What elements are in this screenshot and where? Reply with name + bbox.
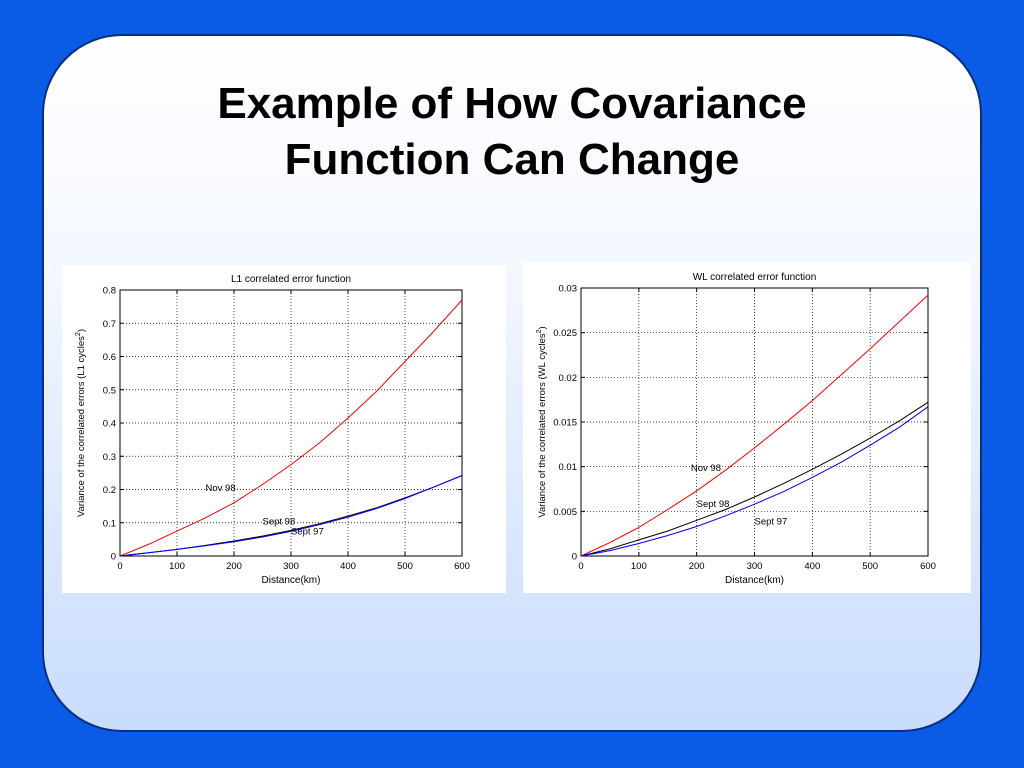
wl-y-tick-label-5: 0.025: [553, 328, 577, 339]
wl-chart-title: WL correlated error function: [693, 272, 817, 283]
l1-x-tick-label-600: 600: [454, 561, 470, 572]
l1-y-axis-label: Variance of the correlated errors (L1 cy…: [75, 329, 87, 517]
l1-annotation-sept97: Sept 97: [291, 526, 324, 537]
wl-y-tick-label-3: 0.015: [553, 418, 577, 429]
l1-series-line-sept97: [119, 475, 463, 557]
l1-annotation-nov98: Nov 98: [206, 483, 236, 494]
wl-y-tick-label-4: 0.02: [559, 373, 578, 384]
l1-y-tick-label-6: 0.6: [103, 352, 116, 363]
wl-x-tick-label-600: 600: [920, 561, 936, 572]
l1-x-tick-label-0: 0: [117, 561, 122, 572]
wl-x-tick-label-200: 200: [689, 561, 705, 572]
l1-x-tick-label-100: 100: [169, 561, 185, 572]
l1-x-tick-label-200: 200: [226, 561, 242, 572]
l1-x-tick-label-400: 400: [340, 561, 356, 572]
wl-x-tick-label-400: 400: [804, 561, 820, 572]
l1-series-line-nov98: [119, 299, 463, 557]
wl-y-tick-label-0: 0: [572, 552, 577, 563]
l1-x-axis-label: Distance(km): [262, 575, 321, 586]
l1-y-tick-label-1: 0.1: [103, 518, 116, 529]
slide-title-line-2: Function Can Change: [284, 135, 740, 184]
l1-y-tick-label-7: 0.7: [103, 319, 116, 330]
wl-x-tick-label-300: 300: [747, 561, 763, 572]
wl-y-tick-label-1: 0.005: [553, 507, 577, 518]
l1-y-tick-label-2: 0.2: [103, 485, 116, 496]
l1-chart-title: L1 correlated error function: [231, 274, 351, 285]
l1-annotation-sept98: Sept 98: [263, 516, 296, 527]
wl-annotation-nov98: Nov 98: [691, 463, 721, 474]
wl-annotation-sept98: Sept 98: [697, 499, 730, 510]
wl-annotation-sept97: Sept 97: [755, 517, 788, 528]
l1-y-tick-label-0: 0: [111, 552, 116, 563]
wl-x-tick-label-0: 0: [578, 561, 583, 572]
wl-x-axis-label: Distance(km): [725, 575, 784, 586]
wl-x-tick-label-500: 500: [862, 561, 878, 572]
l1-x-tick-label-500: 500: [397, 561, 413, 572]
slide-title-line-1: Example of How Covariance: [217, 79, 807, 128]
wl-chart: WL correlated error function 0 100 200 300 40…: [536, 272, 936, 586]
slide-title: Example of How Covariance Function Can C…: [60, 76, 964, 188]
l1-x-tick-label-300: 300: [283, 561, 299, 572]
l1-chart: L1 correlated error function 0 100 200 300 40…: [75, 274, 470, 586]
l1-y-tick-label-5: 0.5: [103, 385, 116, 396]
l1-y-tick-label-4: 0.4: [103, 419, 116, 430]
wl-x-tick-label-100: 100: [631, 561, 647, 572]
wl-series-line-nov98: [580, 294, 929, 557]
wl-series-line-sept97: [580, 406, 929, 557]
wl-y-axis-label: Variance of the correlated errors (WL cy…: [536, 326, 548, 517]
wl-y-tick-label-6: 0.03: [559, 284, 578, 295]
l1-y-tick-label-3: 0.3: [103, 452, 116, 463]
wl-chart-panel: WL correlated error function 0 100 200 300 40…: [523, 262, 971, 593]
wl-y-tick-label-2: 0.01: [559, 462, 578, 473]
l1-chart-panel: L1 correlated error function 0 100 200 300 40…: [62, 265, 506, 593]
wl-series-line-sept98: [580, 401, 929, 557]
l1-y-tick-label-8: 0.8: [103, 286, 116, 297]
